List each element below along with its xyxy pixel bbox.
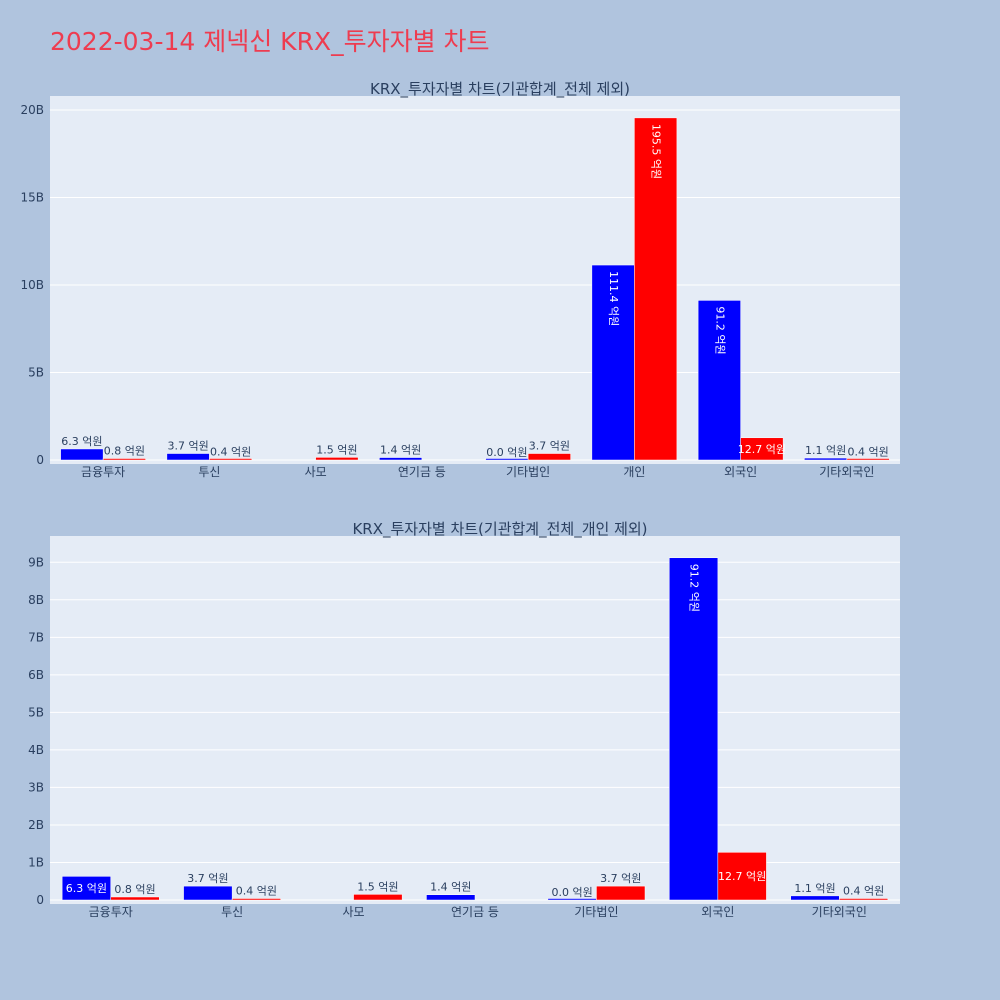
data-label: 0.4 억원 bbox=[210, 445, 251, 458]
chart-2: 0 1B 2B 3B 4B 5B 6B 7B 8B 9B KRX_투자자별 차트(기관합계_전체_개… bbox=[28, 520, 900, 919]
x-tick-label: 외국인 bbox=[724, 465, 757, 479]
bar bbox=[315, 457, 359, 461]
data-label: 12.7 억원 bbox=[718, 870, 766, 883]
data-label: 0.0 억원 bbox=[552, 886, 593, 899]
bar bbox=[634, 117, 678, 461]
bar bbox=[353, 894, 403, 901]
y-tick-label: 3B bbox=[28, 780, 44, 794]
x-tick-label: 금융투자 bbox=[89, 905, 133, 919]
x-tick-label: 기타외국인 bbox=[819, 465, 874, 479]
x-tick-label: 기타외국인 bbox=[812, 905, 867, 919]
bar bbox=[379, 457, 423, 461]
x-tick-label: 연기금 등 bbox=[398, 465, 446, 479]
bar bbox=[790, 895, 840, 901]
data-label: 6.3 억원 bbox=[66, 882, 107, 895]
y-tick-label: 4B bbox=[28, 743, 44, 757]
data-label: 1.4 억원 bbox=[380, 444, 421, 457]
x-tick-label: 기타법인 bbox=[506, 465, 550, 479]
y-tick-label: 0 bbox=[36, 893, 44, 907]
bar bbox=[717, 852, 767, 901]
x-tick-label: 외국인 bbox=[701, 905, 734, 919]
data-label: 0.0 억원 bbox=[486, 446, 527, 459]
data-label: 1.4 억원 bbox=[430, 881, 471, 894]
bar bbox=[110, 896, 160, 901]
y-tick-label: 10B bbox=[20, 278, 44, 292]
y-tick-label: 5B bbox=[28, 366, 44, 380]
data-label: 1.5 억원 bbox=[357, 880, 398, 893]
x-tick-label: 사모 bbox=[305, 465, 327, 479]
y-tick-label: 0 bbox=[36, 453, 44, 467]
bar bbox=[209, 458, 253, 461]
data-label: 0.4 억원 bbox=[848, 445, 889, 458]
data-label: 6.3 억원 bbox=[61, 435, 102, 448]
bar bbox=[596, 885, 646, 901]
data-label: 1.1 억원 bbox=[794, 882, 835, 895]
chart-title: KRX_투자자별 차트(기관합계_전체_개인 제외) bbox=[352, 520, 647, 539]
bar bbox=[804, 457, 848, 461]
data-label: 111.4 억원 bbox=[607, 271, 620, 326]
bar bbox=[527, 453, 571, 461]
data-label: 0.4 억원 bbox=[843, 884, 884, 897]
y-tick-label: 8B bbox=[28, 593, 44, 607]
bar bbox=[740, 437, 784, 461]
y-tick-label: 20B bbox=[20, 103, 44, 117]
x-tick-label: 투신 bbox=[221, 905, 243, 919]
data-label: 0.8 억원 bbox=[114, 883, 155, 896]
data-label: 195.5 억원 bbox=[650, 124, 663, 179]
x-tick-label: 투신 bbox=[198, 465, 220, 479]
data-label: 3.7 억원 bbox=[600, 872, 641, 885]
data-label: 1.5 억원 bbox=[316, 443, 357, 456]
bar bbox=[426, 894, 476, 901]
data-label: 0.4 억원 bbox=[236, 884, 277, 897]
data-label: 12.7 억원 bbox=[738, 443, 786, 456]
y-tick-label: 1B bbox=[28, 855, 44, 869]
x-tick-label: 사모 bbox=[343, 905, 365, 919]
data-label: 3.7 억원 bbox=[529, 440, 570, 453]
chart-title: KRX_투자자별 차트(기관합계_전체 제외) bbox=[370, 80, 630, 99]
y-tick-label: 2B bbox=[28, 818, 44, 832]
bar bbox=[669, 557, 719, 901]
bar bbox=[61, 876, 111, 901]
bar bbox=[697, 300, 741, 461]
bar bbox=[60, 448, 104, 461]
bar bbox=[231, 898, 281, 901]
plot-area bbox=[50, 96, 900, 464]
y-tick-label: 9B bbox=[28, 555, 44, 569]
page-title: 2022-03-14 제넥신 KRX_투자자별 차트 bbox=[50, 27, 490, 56]
x-tick-label: 금융투자 bbox=[81, 465, 125, 479]
x-tick-label: 개인 bbox=[623, 465, 645, 479]
x-tick-label: 연기금 등 bbox=[451, 905, 499, 919]
data-label: 3.7 억원 bbox=[187, 872, 228, 885]
y-tick-label: 15B bbox=[20, 191, 44, 205]
y-tick-label: 7B bbox=[28, 630, 44, 644]
bar bbox=[846, 458, 890, 461]
bar bbox=[102, 458, 146, 461]
x-tick-label: 기타법인 bbox=[574, 905, 618, 919]
data-label: 91.2 억원 bbox=[713, 306, 726, 354]
bar bbox=[591, 264, 635, 461]
y-tick-label: 5B bbox=[28, 705, 44, 719]
bar bbox=[839, 898, 889, 901]
chart-1: 0 5B 10B 15B 20B KRX_투자자별 차트(기관합계_전체 제외) 금융투자 6… bbox=[20, 80, 900, 479]
data-label: 1.1 억원 bbox=[805, 444, 846, 457]
data-label: 0.8 억원 bbox=[104, 445, 145, 458]
bar bbox=[183, 885, 233, 901]
plot-area bbox=[50, 536, 900, 904]
y-tick-label: 6B bbox=[28, 668, 44, 682]
data-label: 3.7 억원 bbox=[168, 440, 209, 453]
bar bbox=[166, 453, 210, 461]
data-label: 91.2 억원 bbox=[688, 564, 701, 612]
